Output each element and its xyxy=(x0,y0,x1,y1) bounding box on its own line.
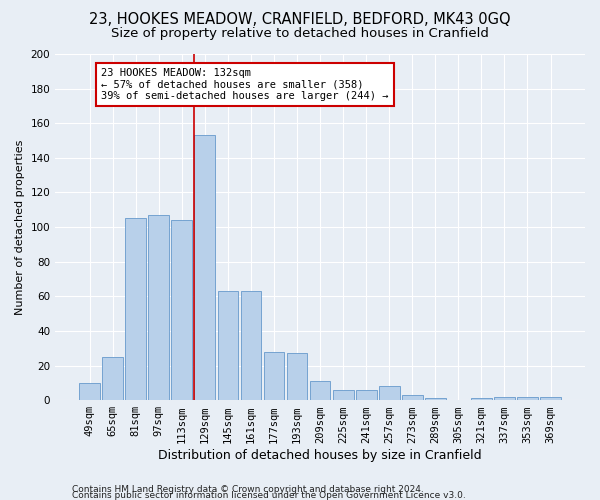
Bar xyxy=(194,136,215,400)
Bar xyxy=(172,220,192,400)
Bar xyxy=(540,396,561,400)
Bar xyxy=(310,381,331,400)
Bar xyxy=(148,215,169,400)
Bar xyxy=(471,398,492,400)
Bar xyxy=(333,390,353,400)
Bar xyxy=(218,291,238,400)
Bar xyxy=(494,396,515,400)
Text: Size of property relative to detached houses in Cranfield: Size of property relative to detached ho… xyxy=(111,28,489,40)
Text: 23 HOOKES MEADOW: 132sqm
← 57% of detached houses are smaller (358)
39% of semi-: 23 HOOKES MEADOW: 132sqm ← 57% of detach… xyxy=(101,68,389,101)
Bar xyxy=(287,354,307,400)
Bar xyxy=(79,383,100,400)
Bar xyxy=(356,390,377,400)
Bar xyxy=(379,386,400,400)
Bar xyxy=(402,395,422,400)
Bar xyxy=(263,352,284,400)
Bar xyxy=(517,396,538,400)
Bar xyxy=(125,218,146,400)
Text: Contains HM Land Registry data © Crown copyright and database right 2024.: Contains HM Land Registry data © Crown c… xyxy=(72,484,424,494)
Text: 23, HOOKES MEADOW, CRANFIELD, BEDFORD, MK43 0GQ: 23, HOOKES MEADOW, CRANFIELD, BEDFORD, M… xyxy=(89,12,511,28)
X-axis label: Distribution of detached houses by size in Cranfield: Distribution of detached houses by size … xyxy=(158,450,482,462)
Y-axis label: Number of detached properties: Number of detached properties xyxy=(15,140,25,315)
Text: Contains public sector information licensed under the Open Government Licence v3: Contains public sector information licen… xyxy=(72,491,466,500)
Bar xyxy=(102,357,123,400)
Bar xyxy=(425,398,446,400)
Bar xyxy=(241,291,262,400)
